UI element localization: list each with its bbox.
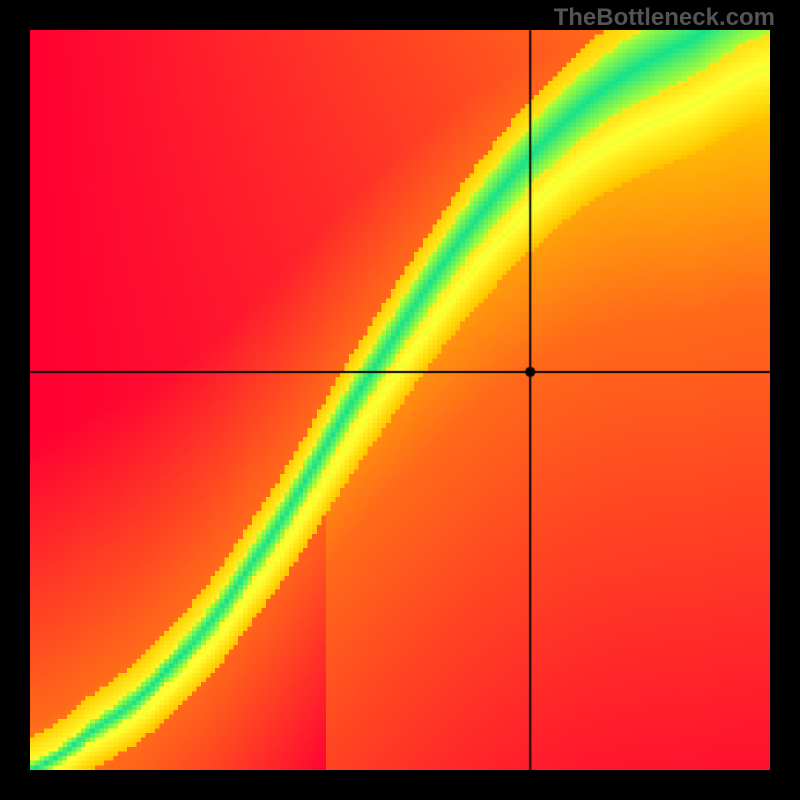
- watermark-text: TheBottleneck.com: [554, 4, 775, 32]
- crosshair-overlay: [0, 0, 800, 800]
